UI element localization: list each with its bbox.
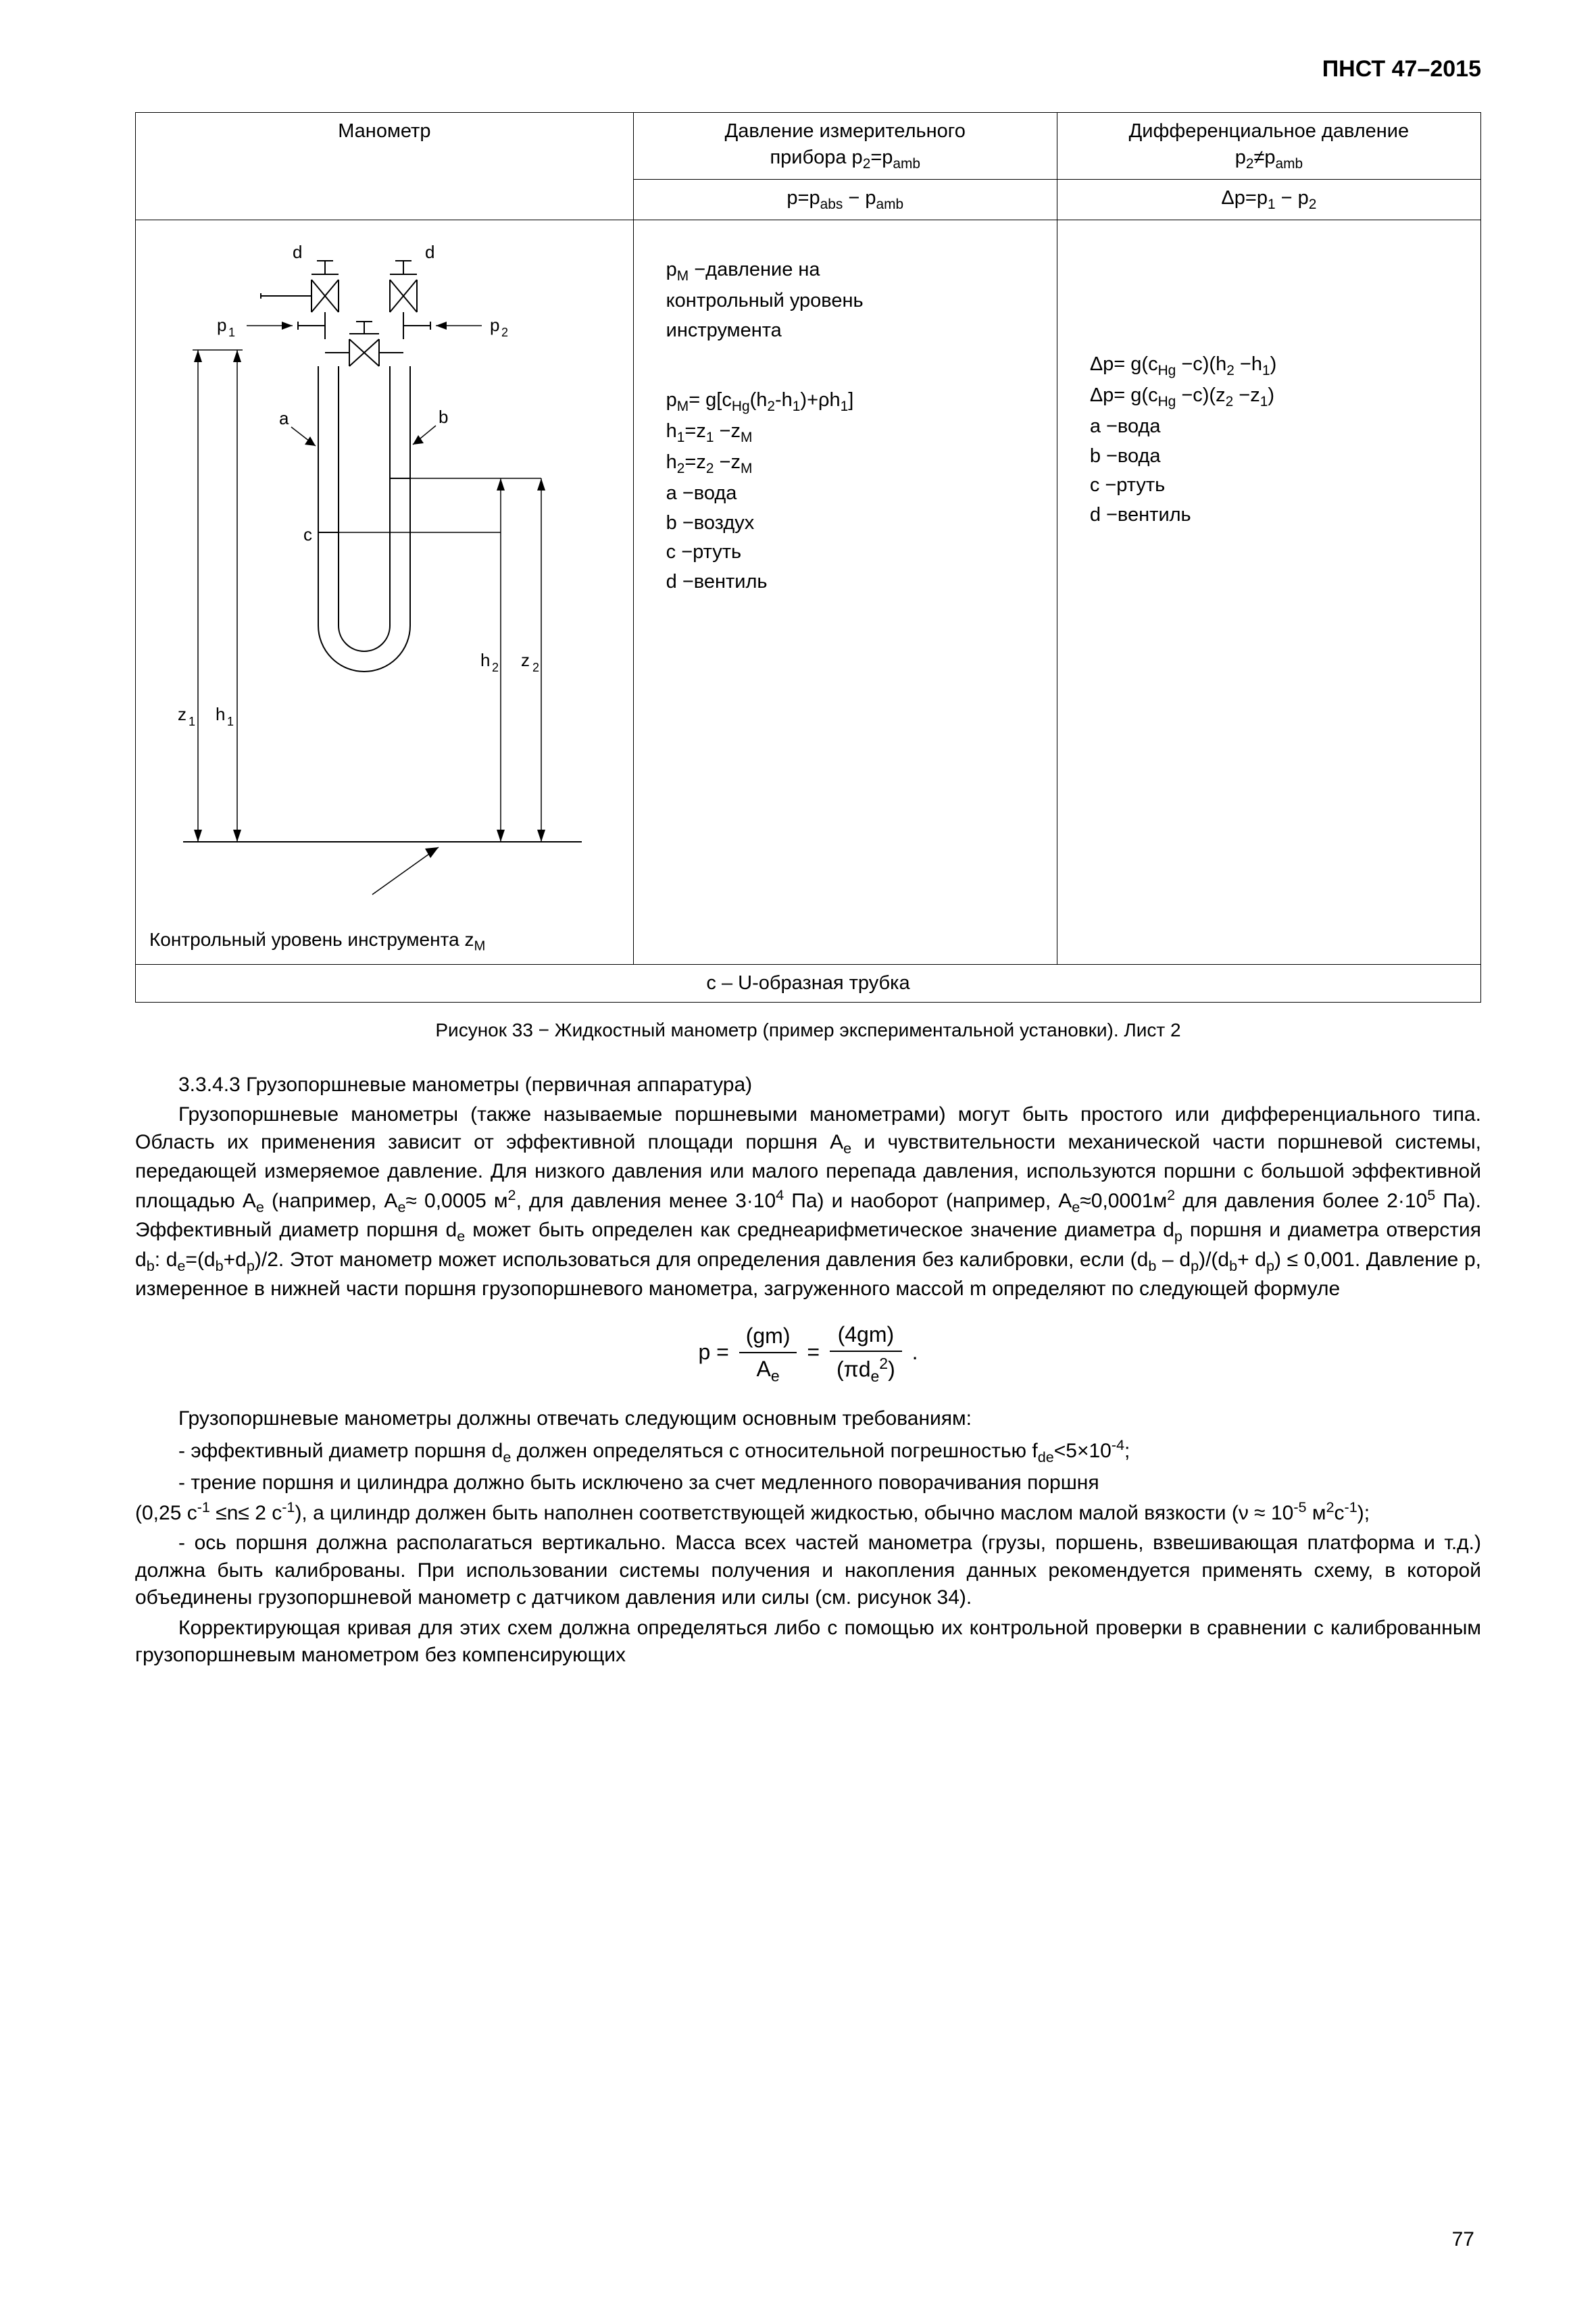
svg-text:z: z <box>521 650 530 670</box>
col2-row2: p=pabs − pamb <box>633 180 1057 220</box>
bullet-1: - эффективный диаметр поршня de должен о… <box>135 1435 1481 1467</box>
svg-text:p: p <box>217 315 226 335</box>
utube-diagram: z1 h1 <box>136 220 622 923</box>
svg-text:2: 2 <box>501 326 508 339</box>
svg-text:h: h <box>216 704 225 724</box>
svg-text:c: c <box>303 524 312 545</box>
svg-text:2: 2 <box>532 661 539 674</box>
figure-table: Манометр Давление измерительногоприбора … <box>135 112 1481 1003</box>
section-heading: 3.3.4.3 Грузопоршневые манометры (первич… <box>135 1072 1481 1099</box>
col-header-1: Манометр <box>136 112 634 220</box>
table-bottom: c – U-образная трубка <box>136 964 1481 1002</box>
document-page: ПНСТ 47–2015 Манометр Давление измерител… <box>0 0 1596 2314</box>
formula: p = (gm) Ae = (4gm) (πde2) . <box>135 1320 1481 1387</box>
svg-text:1: 1 <box>228 326 235 339</box>
col2-body: pM −давление на контрольный уровень инст… <box>633 220 1057 964</box>
col-header-2: Давление измерительногоприбора p2=pamb <box>633 112 1057 179</box>
svg-text:a: a <box>279 408 289 428</box>
paragraph-3: Корректирующая кривая для этих схем долж… <box>135 1615 1481 1669</box>
svg-text:z: z <box>178 704 186 724</box>
svg-text:b: b <box>439 407 448 427</box>
svg-text:2: 2 <box>492 661 499 674</box>
svg-text:1: 1 <box>189 715 195 728</box>
svg-text:d: d <box>293 242 302 262</box>
body-text: 3.3.4.3 Грузопоршневые манометры (первич… <box>135 1072 1481 1669</box>
col3-body: Δp= g(cHg −c)(h2 −h1) Δp= g(cHg −c)(z2 −… <box>1057 220 1480 964</box>
doc-id: ПНСТ 47–2015 <box>135 54 1481 85</box>
diagram-cell: z1 h1 <box>136 220 634 964</box>
col3-row2: Δp=p1 − p2 <box>1057 180 1480 220</box>
paragraph-2: Грузопоршневые манометры должны отвечать… <box>135 1405 1481 1433</box>
bullet-2: - трение поршня и цилиндра должно быть и… <box>135 1469 1481 1527</box>
bullet-3: - ось поршня должна располагаться вертик… <box>135 1530 1481 1612</box>
svg-text:h: h <box>480 650 490 670</box>
paragraph-1: Грузопоршневые манометры (также называем… <box>135 1101 1481 1303</box>
svg-text:d: d <box>425 242 434 262</box>
diagram-caption: Контрольный уровень инструмента zM <box>136 923 633 964</box>
figure-caption: Рисунок 33 − Жидкостный манометр (пример… <box>135 1017 1481 1043</box>
page-number: 77 <box>1452 2226 1474 2254</box>
col-header-3: Дифференциальное давлениеp2≠pamb <box>1057 112 1480 179</box>
svg-text:p: p <box>490 315 499 335</box>
svg-text:1: 1 <box>227 715 234 728</box>
